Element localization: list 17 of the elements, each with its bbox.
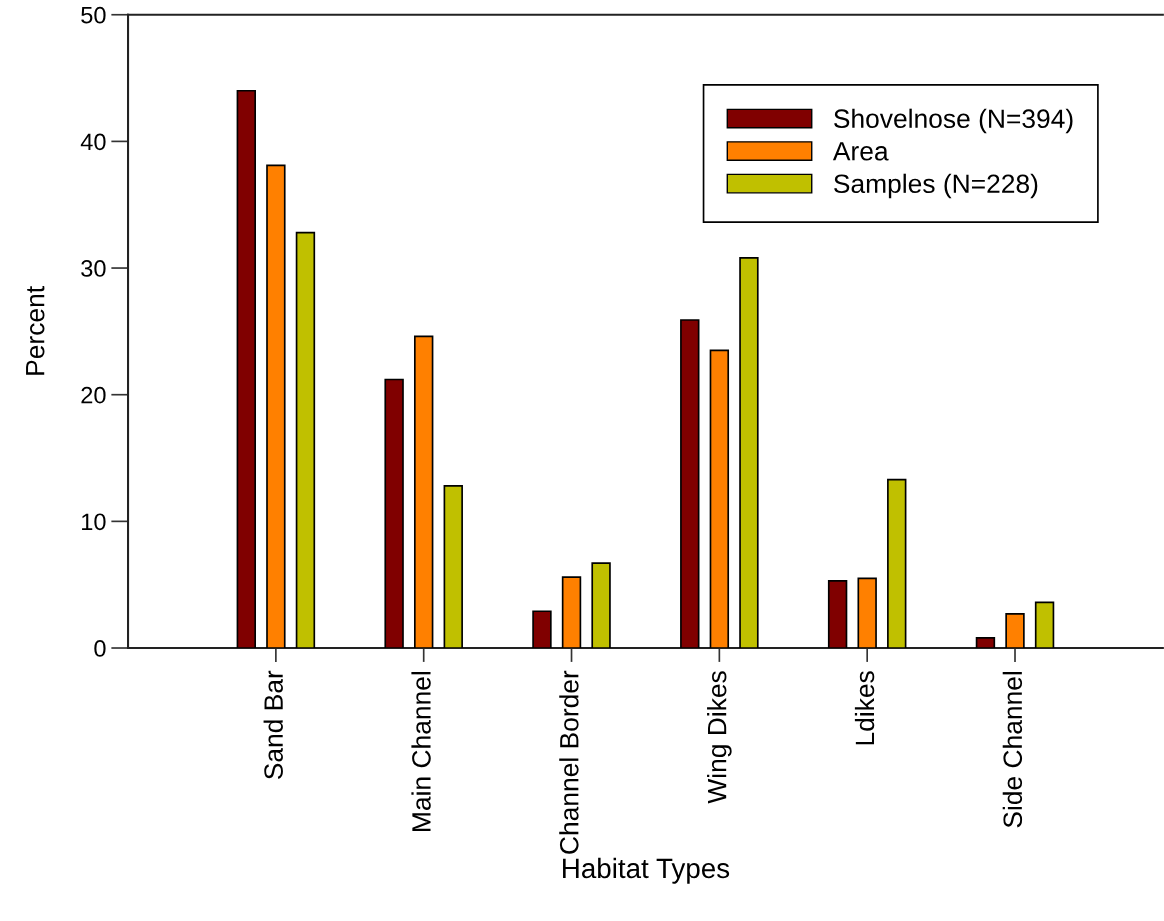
x-tick-label: Sand Bar bbox=[263, 670, 283, 780]
x-tick-label: Wing Dikes bbox=[707, 671, 732, 804]
y-axis-title: Percent bbox=[26, 286, 45, 375]
legend-label: Shovelnose (N=394) bbox=[834, 108, 1073, 134]
legend-label: Area bbox=[832, 142, 889, 161]
x-tick-label: Side Channel bbox=[1002, 671, 1023, 828]
legend-label: Samples (N=228) bbox=[834, 173, 1038, 199]
y-tick-label: 30 bbox=[81, 260, 106, 277]
y-tick-label: 50 bbox=[81, 6, 106, 24]
y-tick-label: 0 bbox=[94, 640, 106, 657]
x-tick-label: Ldikes bbox=[854, 671, 875, 745]
x-tick-label: Main Channel bbox=[411, 671, 431, 831]
x-axis-title: Habitat Types bbox=[563, 857, 730, 884]
y-tick-label: 40 bbox=[80, 133, 106, 151]
x-tick-label: Channel Border bbox=[559, 670, 579, 854]
y-tick-label: 10 bbox=[82, 513, 106, 531]
y-tick-label: 20 bbox=[81, 386, 106, 404]
